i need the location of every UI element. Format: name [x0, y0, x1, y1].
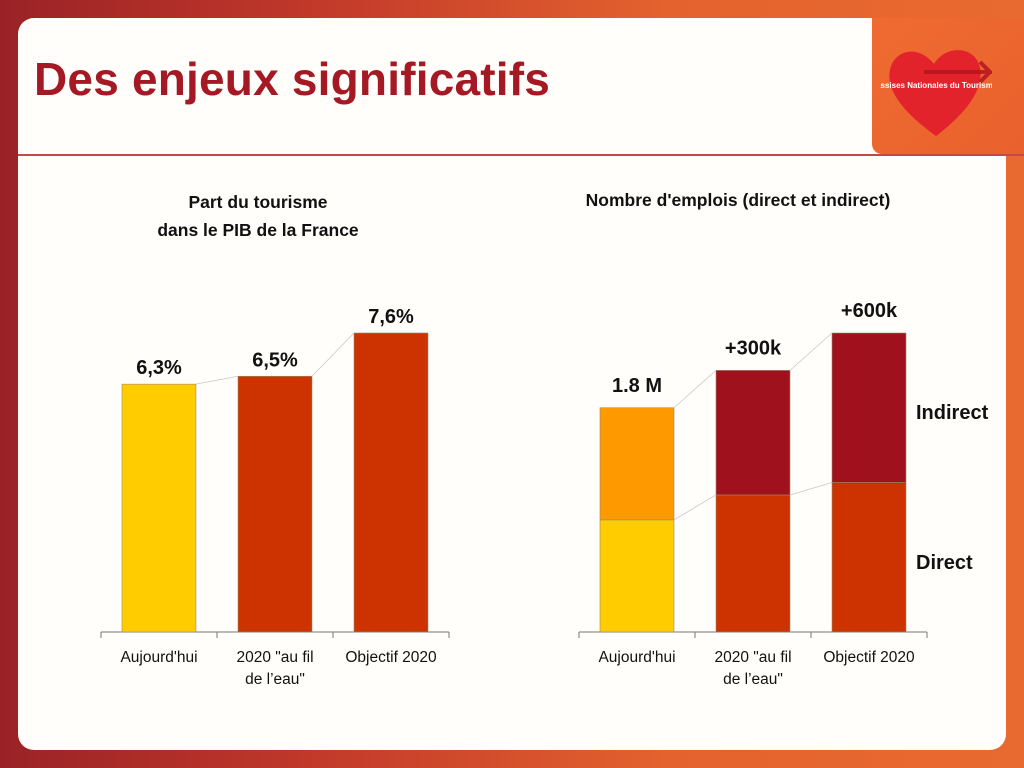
emploi-bar-indirect [831, 332, 907, 483]
assises-logo: Assises Nationales du Tourisme [880, 50, 992, 136]
emploi-category-label: de l’eau" [723, 671, 783, 688]
emploi-series-line [673, 370, 717, 409]
pib-bar [353, 332, 429, 633]
emploi-bar-direct [715, 494, 791, 633]
pib-title-line-2: dans le PIB de la France [157, 220, 359, 240]
pib-data-label: 6,5% [252, 349, 298, 371]
pib-category-label: de l’eau" [245, 671, 305, 688]
pib-series-line [311, 332, 355, 377]
legend-indirect: Indirect [916, 402, 989, 424]
emploi-bar-indirect [715, 370, 791, 496]
pib-chart-title: Part du tourisme dans le PIB de la Franc… [108, 188, 408, 244]
emploi-series-line [673, 494, 717, 521]
emploi-bar-indirect [599, 407, 675, 521]
pib-category-label: 2020 "au fil [236, 649, 313, 666]
emploi-data-label: +300k [725, 337, 782, 359]
emploi-bar-direct [599, 519, 675, 633]
emploi-data-label: +600k [841, 300, 898, 322]
emploi-data-label: 1.8 M [612, 375, 662, 397]
emploi-series-line [789, 482, 833, 496]
emploi-chart-title: Nombre d'emplois (direct et indirect) [585, 190, 891, 210]
emploi-category-label: 2020 "au fil [714, 649, 791, 666]
pib-category-label: Aujourd'hui [120, 649, 197, 666]
pib-title-line-1: Part du tourisme [188, 192, 328, 212]
title-divider [18, 154, 1024, 156]
pib-category-label: Objectif 2020 [345, 649, 437, 666]
slide-title: Des enjeux significatifs [34, 53, 551, 105]
emploi-series-line [789, 332, 833, 371]
emploi-category-label: Aujourd'hui [598, 649, 675, 666]
emploi-bar-direct [831, 482, 907, 633]
pib-data-label: 7,6% [368, 306, 414, 328]
emploi-category-label: Objectif 2020 [823, 649, 915, 666]
pib-data-label: 6,3% [136, 357, 182, 379]
pib-bar [121, 383, 197, 633]
pib-series-line [195, 375, 239, 385]
legend-direct: Direct [916, 552, 973, 574]
logo-text: Assises Nationales du Tourisme [880, 81, 992, 90]
pib-bar [237, 375, 313, 633]
